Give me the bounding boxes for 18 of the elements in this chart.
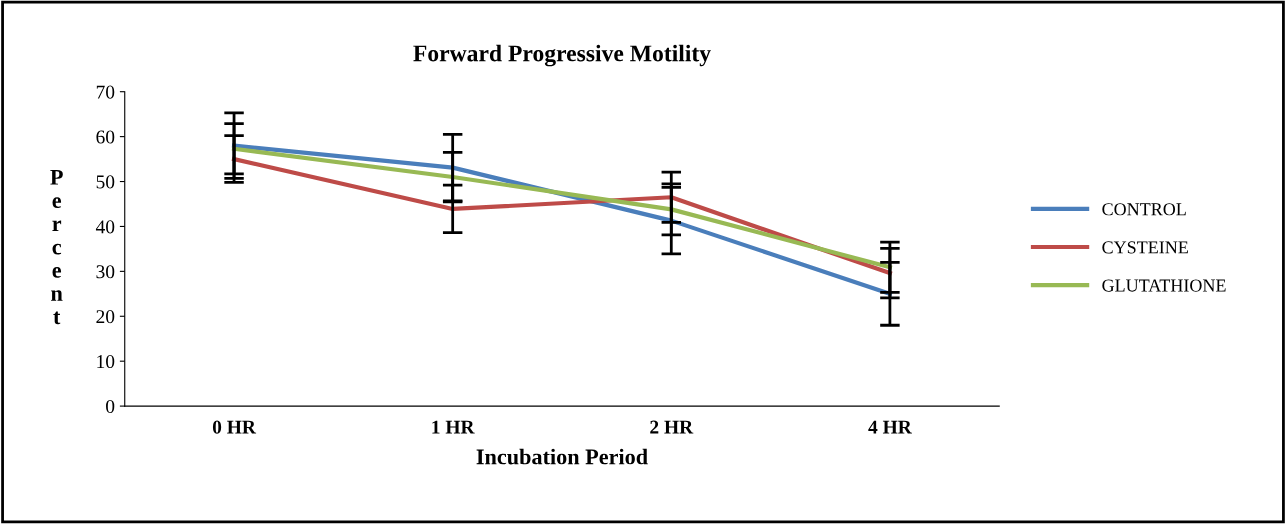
legend-label: GLUTATHIONE <box>1102 279 1226 292</box>
x-tick-label: 4 HR <box>868 420 912 434</box>
y-tick-label: 30 <box>96 265 115 279</box>
x-tick-label: 1 HR <box>432 420 475 434</box>
y-tick-label: 60 <box>96 130 115 144</box>
y-tick-label: 70 <box>96 85 115 99</box>
legend-label: CONTROL <box>1102 203 1186 216</box>
y-tick-label: 20 <box>96 310 115 324</box>
x-tick-label: 2 HR <box>650 420 694 434</box>
y-tick-label: 10 <box>97 355 115 369</box>
chart-title: Forward Progressive Motility <box>413 44 711 67</box>
y-axis-title: Percent <box>50 169 63 325</box>
x-tick-label: 0 HR <box>212 420 257 434</box>
y-tick-label: 50 <box>96 175 115 189</box>
x-axis-title: Incubation Period <box>476 448 648 465</box>
legend-label: CYSTEINE <box>1102 241 1188 254</box>
y-tick-label: 0 <box>106 399 115 414</box>
y-tick-label: 40 <box>95 220 115 234</box>
